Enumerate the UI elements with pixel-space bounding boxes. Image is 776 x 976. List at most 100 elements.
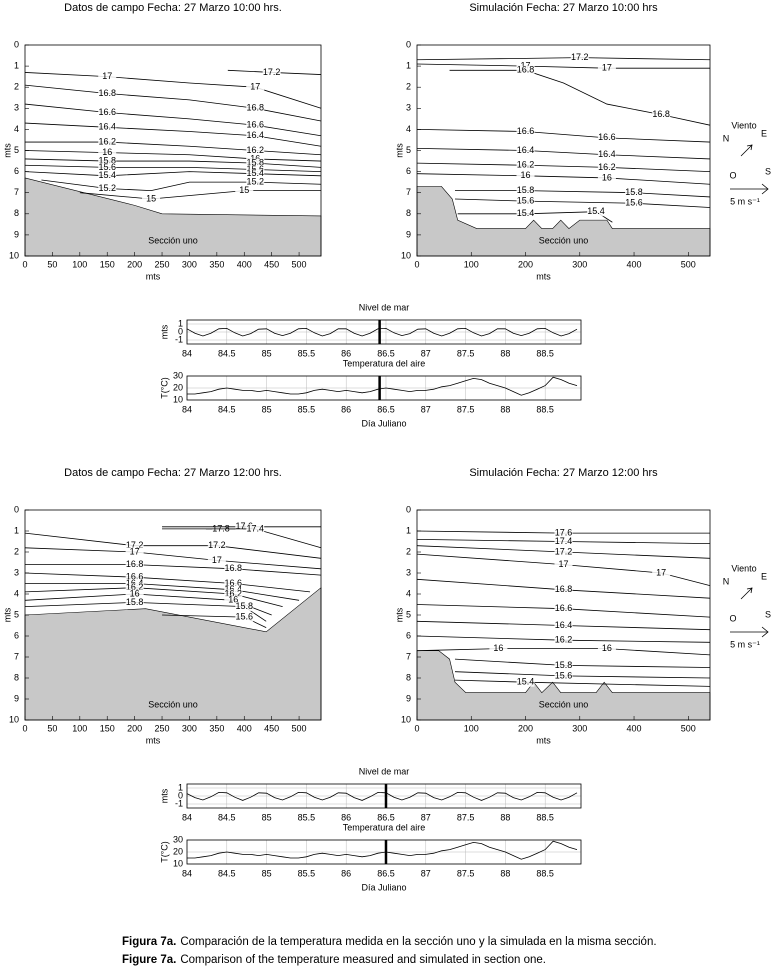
x-tick-label: 200 xyxy=(518,723,533,733)
contour-line xyxy=(24,572,311,593)
label-bg xyxy=(98,162,117,172)
x-tick-label: 84 xyxy=(182,348,192,358)
wind-scale: 5 m s⁻¹ xyxy=(730,196,760,206)
contour-label: 15.6 xyxy=(517,196,535,206)
chart-title: Simulación Fecha: 27 Marzo 10:00 hrs xyxy=(469,2,658,14)
contour-label: 16.2 xyxy=(126,582,144,592)
y-tick-label: 3 xyxy=(406,103,411,113)
x-tick-label: 500 xyxy=(681,723,696,733)
contour-line xyxy=(24,532,322,559)
contour-label: 17.4 xyxy=(246,523,264,533)
x-tick-label: 88.5 xyxy=(536,868,554,878)
label-bg xyxy=(554,560,573,570)
contour-line xyxy=(416,648,711,656)
x-tick-label: 300 xyxy=(572,723,587,733)
y-tick-label: 8 xyxy=(406,672,411,682)
label-bg xyxy=(246,103,265,113)
y-tick-label: 9 xyxy=(406,229,411,239)
wind-arrow-head xyxy=(746,144,753,151)
contour-label: 16.4 xyxy=(246,130,264,140)
y-tick-label: 5 xyxy=(406,145,411,155)
x-tick-label: 0 xyxy=(414,259,419,269)
x-tick-label: 87.5 xyxy=(457,404,475,414)
contour-label: 17 xyxy=(212,555,222,565)
contour-label: 16.4 xyxy=(225,584,243,594)
chart-title: Temperatura del aire xyxy=(343,358,426,368)
y-axis-label: T(°C) xyxy=(159,377,169,399)
caption: Figure 7a. Comparison of the temperature … xyxy=(122,954,546,966)
label-bg xyxy=(554,547,573,557)
x-tick-label: 500 xyxy=(681,259,696,269)
y-tick-label: 10 xyxy=(173,858,183,868)
x-tick-label: 500 xyxy=(292,723,307,733)
wind-arrow xyxy=(740,587,753,600)
wind-o: O xyxy=(729,170,736,180)
label-bg xyxy=(125,547,144,557)
x-tick-label: 87 xyxy=(421,404,431,414)
contour-label: 15.8 xyxy=(555,660,573,670)
x-tick-label: 88.5 xyxy=(536,812,554,822)
label-bg xyxy=(125,560,144,570)
label-bg xyxy=(246,82,265,92)
x-tick-label: 300 xyxy=(572,259,587,269)
x-tick-label: 500 xyxy=(292,259,307,269)
contour-label: 17.2 xyxy=(555,546,573,556)
x-tick-label: 100 xyxy=(464,723,479,733)
label-bg xyxy=(207,555,226,565)
x-tick-label: 450 xyxy=(264,723,279,733)
contour-label: 17 xyxy=(602,63,612,73)
annotation: Sección uno xyxy=(539,699,589,709)
label-bg xyxy=(235,602,254,612)
plot-frame xyxy=(186,783,582,809)
label-bg xyxy=(516,146,535,155)
contour-label: 16 xyxy=(493,643,503,653)
x-tick-label: 100 xyxy=(464,259,479,269)
label-bg xyxy=(516,186,535,196)
label-bg xyxy=(554,621,573,630)
x-tick-label: 250 xyxy=(155,723,170,733)
contour-label: 17 xyxy=(102,71,112,81)
contour-label: 15.4 xyxy=(246,168,264,178)
y-tick-label: 0 xyxy=(14,504,19,514)
contour-label: 16.6 xyxy=(598,132,616,142)
terrain xyxy=(416,186,711,257)
contour-label: 16 xyxy=(602,643,612,653)
label-bg xyxy=(554,528,573,538)
data-line xyxy=(187,376,578,396)
label-bg xyxy=(246,120,265,130)
label-bg xyxy=(554,585,573,595)
contour-label: 16 xyxy=(250,153,260,163)
contour-label: 16.6 xyxy=(98,107,116,117)
y-tick-label: 10 xyxy=(9,714,19,724)
chart-title: Datos de campo Fecha: 27 Marzo 10:00 hrs… xyxy=(64,2,282,14)
label-bg xyxy=(554,604,573,614)
y-tick-label: -1 xyxy=(175,798,183,808)
label-bg xyxy=(554,660,573,670)
y-tick-label: 5 xyxy=(406,609,411,619)
label-bg xyxy=(224,579,243,588)
label-bg xyxy=(98,122,117,132)
contour-line xyxy=(24,158,322,168)
contour-line xyxy=(454,190,711,198)
contour-label: 16.4 xyxy=(98,122,116,132)
x-tick-label: 85 xyxy=(262,812,272,822)
contour-label: 17.6 xyxy=(235,521,253,531)
x-tick-label: 85 xyxy=(262,404,272,414)
contour-label: 16.4 xyxy=(598,149,616,159)
y-axis-label: mts xyxy=(2,143,12,158)
chart-title: Temperatura del aire xyxy=(343,822,426,832)
label-bg xyxy=(625,188,644,198)
label-bg xyxy=(570,53,589,63)
x-tick-label: 84 xyxy=(182,404,192,414)
wind-title: Viento xyxy=(731,563,756,573)
contour-line xyxy=(24,547,322,570)
label-bg xyxy=(597,133,616,143)
contour-label: 16.2 xyxy=(598,162,616,172)
contour-label: 15.6 xyxy=(246,164,264,174)
x-tick-label: 86 xyxy=(341,812,351,822)
contour-label: 16.6 xyxy=(517,126,535,136)
label-bg xyxy=(246,158,265,168)
y-tick-label: 20 xyxy=(173,846,183,856)
contour-label: 15.4 xyxy=(517,677,535,687)
contour-label: 15 xyxy=(146,193,156,203)
